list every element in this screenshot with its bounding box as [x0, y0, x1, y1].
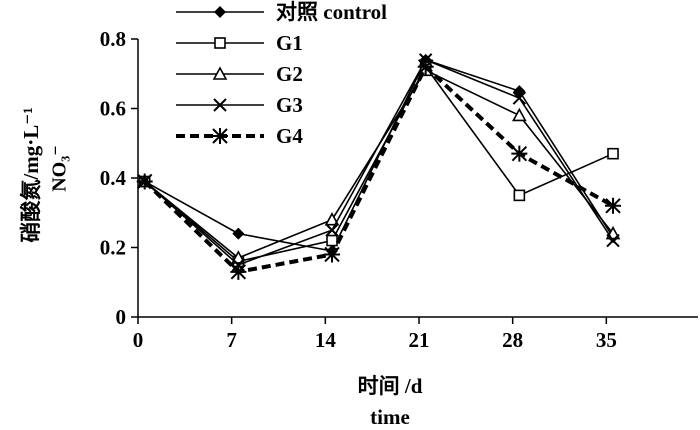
data-point — [513, 85, 526, 98]
x-tick-label: 21 — [409, 328, 430, 352]
data-point — [136, 173, 153, 190]
data-point — [417, 58, 434, 75]
legend-marker — [214, 6, 226, 18]
x-tick-label: 14 — [315, 328, 337, 352]
data-point — [231, 250, 246, 264]
x-tick-label: 28 — [502, 328, 523, 352]
y-tick-label: 0.4 — [100, 166, 127, 190]
legend-marker — [213, 98, 227, 112]
legend-marker — [212, 66, 228, 80]
legend-marker — [214, 37, 226, 49]
data-point — [326, 234, 338, 247]
y-tick-label: 0.6 — [100, 97, 126, 121]
data-point — [606, 233, 620, 248]
y-axis-chem-label: NO₃⁻ — [48, 145, 71, 192]
x-tick-label: 7 — [226, 328, 237, 352]
data-point — [511, 145, 528, 162]
series-line-5 — [143, 63, 614, 274]
legend-marker — [212, 128, 228, 144]
data-point — [324, 212, 340, 226]
x-tick-label: 0 — [133, 328, 144, 352]
legend-label: 对照 control — [276, 0, 387, 24]
data-point — [232, 227, 245, 240]
y-tick-label: 0.8 — [100, 27, 126, 51]
legend-label: G1 — [276, 31, 303, 55]
x-tick-label: 35 — [596, 328, 617, 352]
y-axis-label: 硝酸氮/mg·L⁻¹ — [19, 107, 43, 243]
data-point — [324, 246, 341, 263]
legend-label: G4 — [276, 124, 303, 148]
series-line-2 — [144, 65, 614, 263]
data-point — [512, 107, 527, 122]
data-point — [607, 147, 619, 160]
x-axis-label-en: time — [370, 405, 410, 429]
data-point — [605, 197, 622, 214]
legend-label: G2 — [276, 62, 303, 86]
data-point — [230, 263, 247, 280]
data-point — [513, 189, 526, 202]
y-tick-label: 0 — [116, 305, 127, 329]
data-point — [512, 91, 527, 105]
data-point — [325, 223, 339, 237]
series-line-4 — [144, 58, 614, 266]
x-axis-label: 时间 /d — [357, 374, 423, 398]
y-tick-label: 0.2 — [100, 236, 126, 260]
legend-label: G3 — [276, 93, 303, 117]
series-line-1 — [144, 58, 614, 252]
